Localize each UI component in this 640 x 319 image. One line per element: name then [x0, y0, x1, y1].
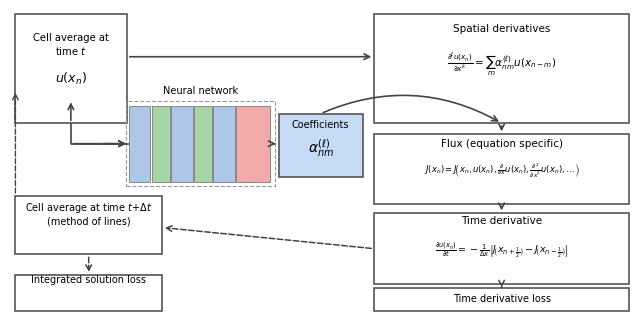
Text: relu: relu: [200, 137, 205, 150]
Text: $\frac{\partial^\ell u(x_n)}{\partial x^k} = \sum_m \alpha_{nm}^{(\ell)} u(x_{n-: $\frac{\partial^\ell u(x_n)}{\partial x^…: [447, 52, 556, 78]
FancyBboxPatch shape: [152, 106, 170, 182]
FancyBboxPatch shape: [278, 114, 363, 177]
Text: $\frac{\partial u(x_n)}{\partial t} = -\frac{1}{\Delta x}\left[J\!\left(x_{n+\fr: $\frac{\partial u(x_n)}{\partial t} = -\…: [435, 242, 568, 260]
Text: Integrated solution loss: Integrated solution loss: [31, 275, 146, 285]
Text: relu: relu: [157, 137, 164, 150]
Text: Time derivative: Time derivative: [461, 216, 542, 226]
FancyBboxPatch shape: [374, 287, 629, 311]
Text: $u(x_n)$: $u(x_n)$: [55, 71, 87, 87]
FancyBboxPatch shape: [171, 106, 193, 182]
FancyBboxPatch shape: [15, 196, 162, 254]
Text: Coefficients: Coefficients: [292, 120, 349, 130]
Text: $\alpha_{nm}^{(\ell)}$: $\alpha_{nm}^{(\ell)}$: [308, 137, 333, 160]
Text: conv1d: conv1d: [221, 131, 227, 156]
FancyBboxPatch shape: [374, 14, 629, 123]
FancyBboxPatch shape: [129, 106, 150, 182]
Text: Flux (equation specific): Flux (equation specific): [440, 139, 563, 149]
FancyBboxPatch shape: [213, 106, 235, 182]
FancyBboxPatch shape: [374, 213, 629, 285]
Text: Time derivative loss: Time derivative loss: [452, 293, 550, 304]
FancyBboxPatch shape: [374, 134, 629, 204]
Text: Spatial derivatives: Spatial derivatives: [453, 24, 550, 33]
Text: Cell average at time $t$+$\Delta t$
(method of lines): Cell average at time $t$+$\Delta t$ (met…: [25, 201, 152, 226]
Text: Cell average at
time $t$: Cell average at time $t$: [33, 33, 109, 57]
FancyBboxPatch shape: [194, 106, 212, 182]
Text: $J(x_n) = J\!\left(x_n,u(x_n),\frac{\partial}{\partial x}u(x_n),\frac{\partial^2: $J(x_n) = J\!\left(x_n,u(x_n),\frac{\par…: [424, 161, 579, 180]
Text: Neural network: Neural network: [163, 86, 238, 96]
Text: conv1d: conv1d: [137, 131, 143, 156]
Text: conv1d: conv1d: [179, 131, 185, 156]
FancyBboxPatch shape: [236, 106, 270, 182]
FancyBboxPatch shape: [15, 275, 162, 311]
Text: poly-
nomial
accuracy: poly- nomial accuracy: [243, 129, 263, 159]
FancyBboxPatch shape: [15, 14, 127, 123]
